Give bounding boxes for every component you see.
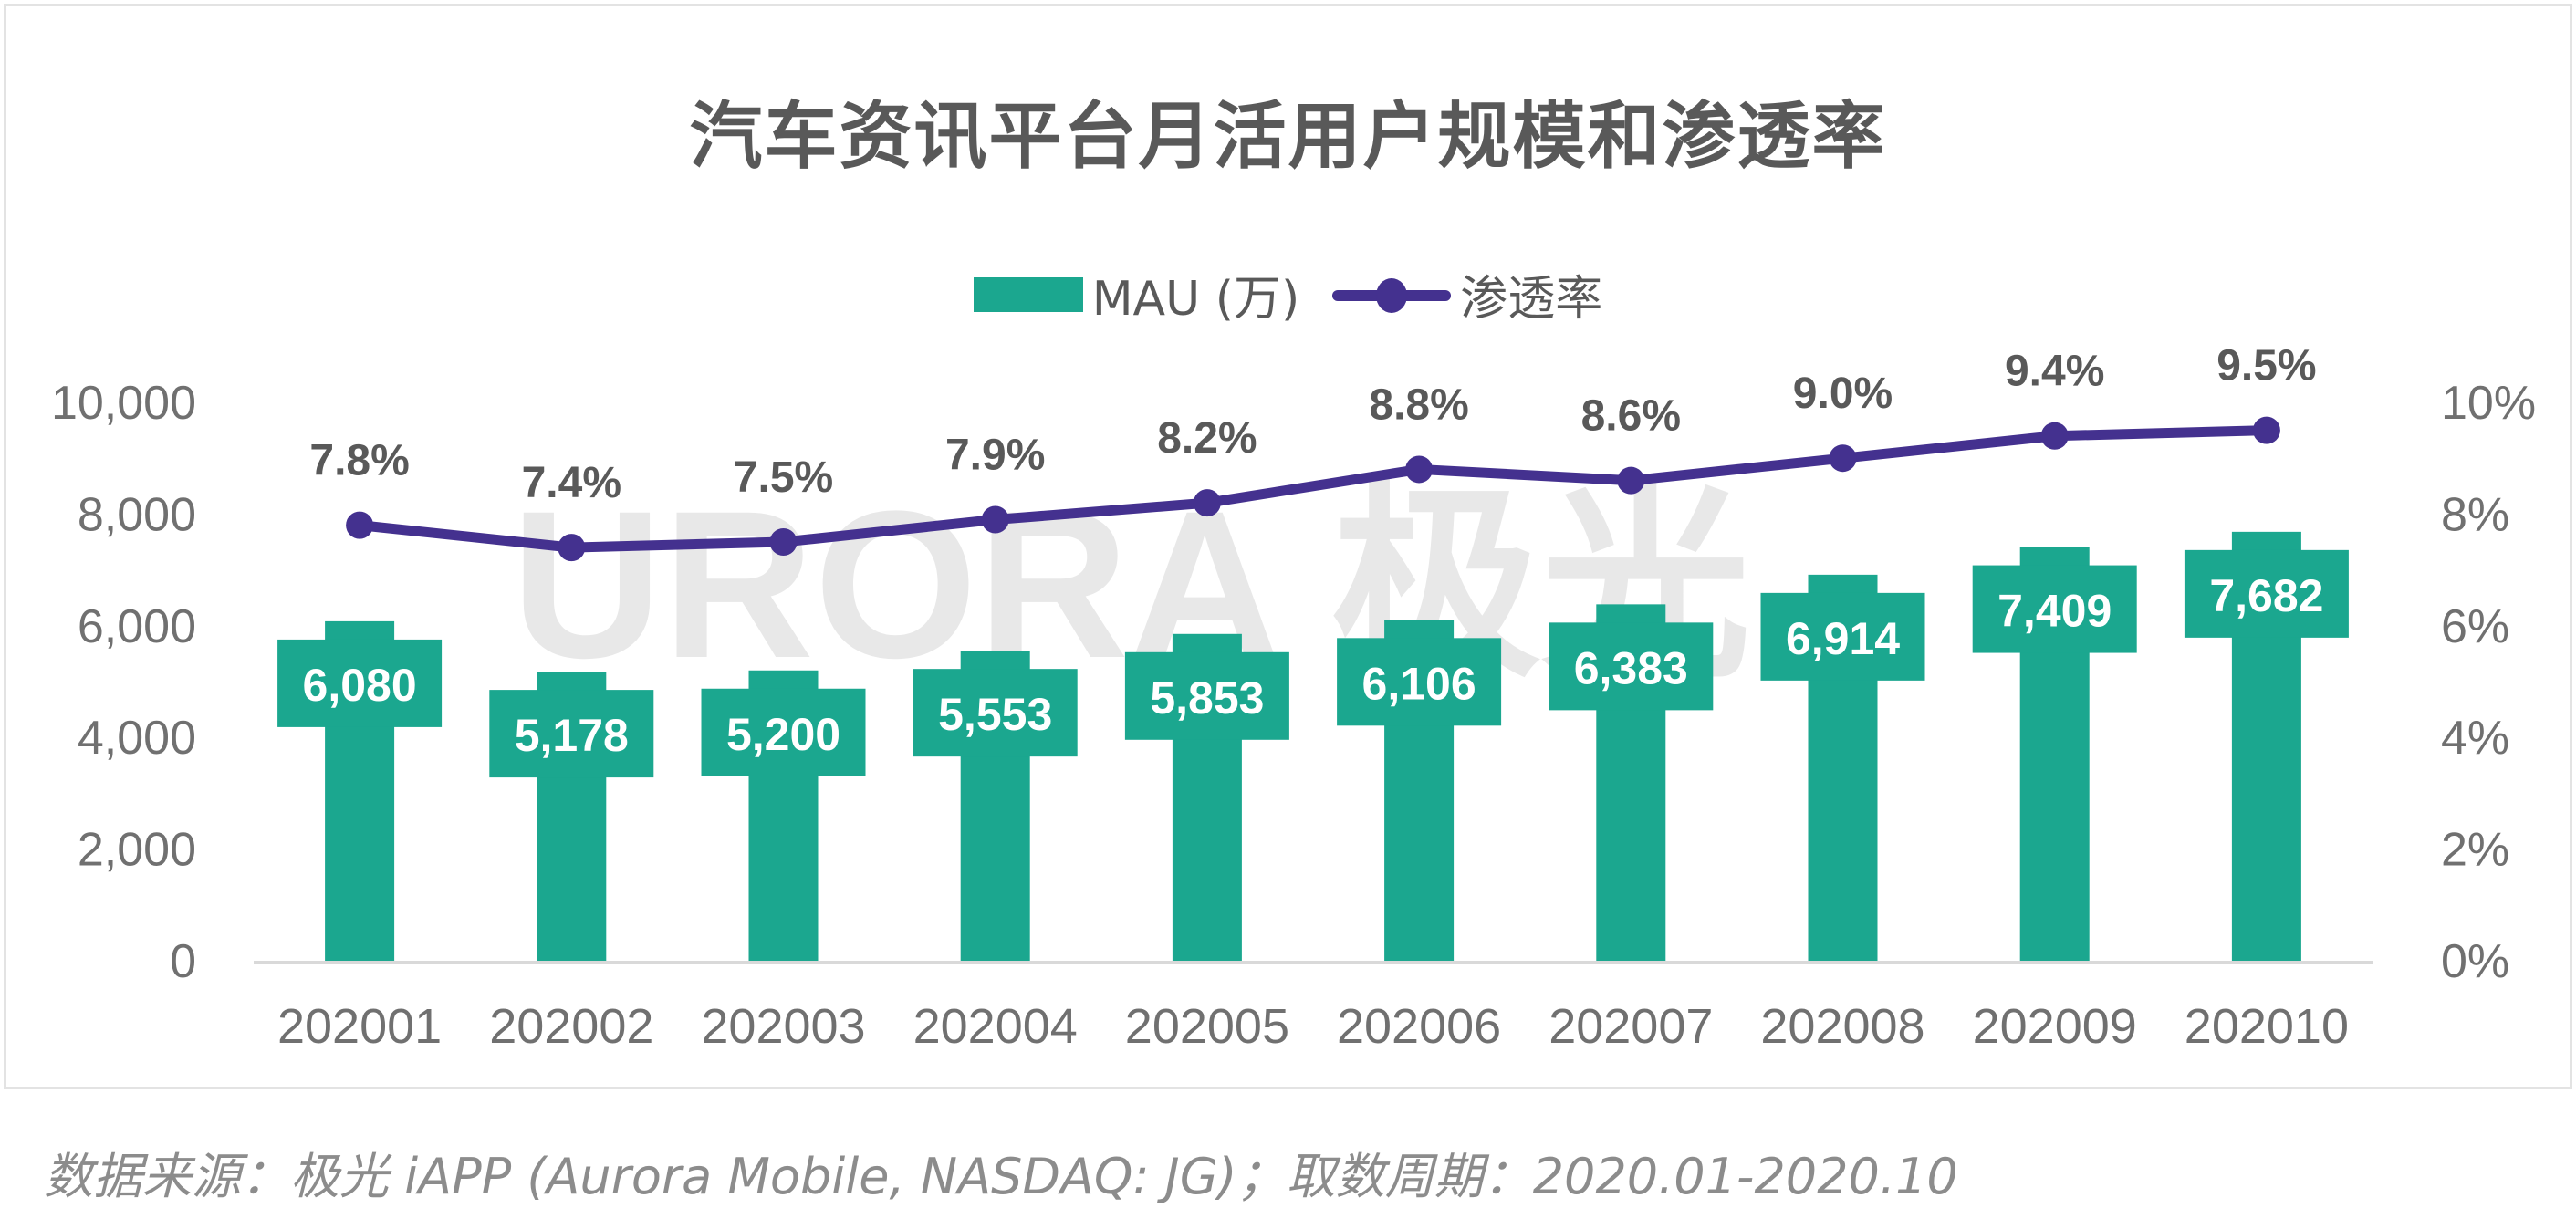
legend-bar-swatch-icon [973, 276, 1083, 312]
line-value-label: 9.0% [1793, 370, 1893, 418]
x-tick-label: 202008 [1760, 999, 1924, 1054]
line-point-penetration [558, 534, 586, 562]
bar-value-label: 6,106 [1362, 658, 1476, 709]
y-right-tick-label: 8% [2441, 488, 2509, 541]
bar-value-label: 6,383 [1574, 642, 1688, 693]
bar-value-label: 5,178 [515, 710, 629, 761]
line-value-label: 9.5% [2216, 342, 2316, 391]
x-tick-label: 202003 [701, 999, 865, 1054]
y-left-tick-label: 2,000 [78, 824, 196, 877]
bar-value-label-bg [1337, 638, 1502, 726]
bar-value-label-bg [913, 669, 1078, 757]
chart-title: 汽车资讯平台月活用户规模和渗透率 [689, 94, 1887, 179]
line-point-penetration [1193, 489, 1221, 517]
line-value-label: 9.4% [2005, 348, 2104, 396]
line-value-label: 8.6% [1581, 392, 1681, 441]
y-left-tick-label: 0 [170, 935, 196, 988]
line-value-label: 7.8% [309, 437, 409, 485]
bar-value-label: 5,853 [1150, 672, 1264, 724]
bar-value-label-bg [1549, 622, 1714, 711]
bar-value-label-bg [277, 639, 443, 727]
legend-label-mau: MAU (万) [1091, 272, 1300, 327]
bar-value-label: 7,682 [2209, 570, 2323, 621]
legend-item-penetration[interactable]: 渗透率 [1332, 260, 1602, 328]
legend-item-mau[interactable]: MAU (万) [973, 260, 1300, 328]
x-tick-label: 202006 [1337, 999, 1501, 1054]
legend-line-marker-icon [1332, 276, 1452, 313]
x-tick-label: 202010 [2185, 999, 2349, 1054]
bar-value-label-bg [489, 690, 654, 778]
line-value-label: 7.4% [522, 459, 621, 507]
data-source-note: 数据来源：极光 iAPP (Aurora Mobile, NASDAQ: JG)… [44, 1148, 1958, 1205]
line-point-penetration [1617, 466, 1645, 495]
y-right-tick-label: 4% [2441, 712, 2509, 765]
y-right-tick-label: 2% [2441, 824, 2509, 877]
bar-value-label-bg [1124, 651, 1289, 740]
x-tick-label: 202007 [1549, 999, 1713, 1054]
y-left-tick-label: 8,000 [78, 488, 196, 541]
y-right-tick-label: 10% [2441, 377, 2536, 430]
line-point-penetration [1405, 455, 1434, 484]
line-point-penetration [769, 528, 798, 556]
y-left-tick-label: 6,000 [78, 600, 196, 653]
bar-value-label: 6,914 [1786, 613, 1900, 664]
x-tick-label: 202005 [1125, 999, 1289, 1054]
y-right-tick-label: 0% [2441, 935, 2509, 988]
bar-value-label: 5,200 [726, 709, 840, 760]
line-point-penetration [1829, 444, 1857, 473]
line-value-label: 8.2% [1157, 414, 1257, 463]
x-tick-label: 202004 [913, 999, 1078, 1054]
bar-value-label-bg [1760, 592, 1925, 681]
y-left-tick-label: 4,000 [78, 712, 196, 765]
x-tick-label: 202002 [489, 999, 653, 1054]
x-tick-label: 202009 [1973, 999, 2137, 1054]
bar-value-label-bg [1972, 565, 2137, 653]
bar-value-label: 5,553 [938, 689, 1052, 740]
line-point-penetration [2040, 422, 2069, 450]
y-left-tick-label: 10,000 [51, 377, 196, 430]
line-value-label: 8.8% [1369, 380, 1468, 429]
line-penetration [354, 425, 2272, 553]
bar-value-label: 6,080 [303, 660, 417, 711]
line-point-penetration [981, 505, 1009, 534]
line-point-penetration [2252, 416, 2280, 444]
line-value-label: 7.5% [734, 453, 833, 502]
legend: MAU (万) 渗透率 [0, 260, 2576, 328]
bar-value-label-bg [701, 688, 866, 776]
line-value-label: 7.9% [945, 432, 1045, 480]
bar-value-label: 7,409 [1997, 586, 2112, 637]
bar-value-label-bg [2184, 549, 2349, 638]
x-tick-label: 202001 [277, 999, 442, 1054]
y-right-tick-label: 6% [2441, 600, 2509, 653]
legend-label-penetration: 渗透率 [1460, 272, 1603, 327]
line-point-penetration [346, 511, 374, 539]
chart-frame [4, 4, 2572, 1089]
